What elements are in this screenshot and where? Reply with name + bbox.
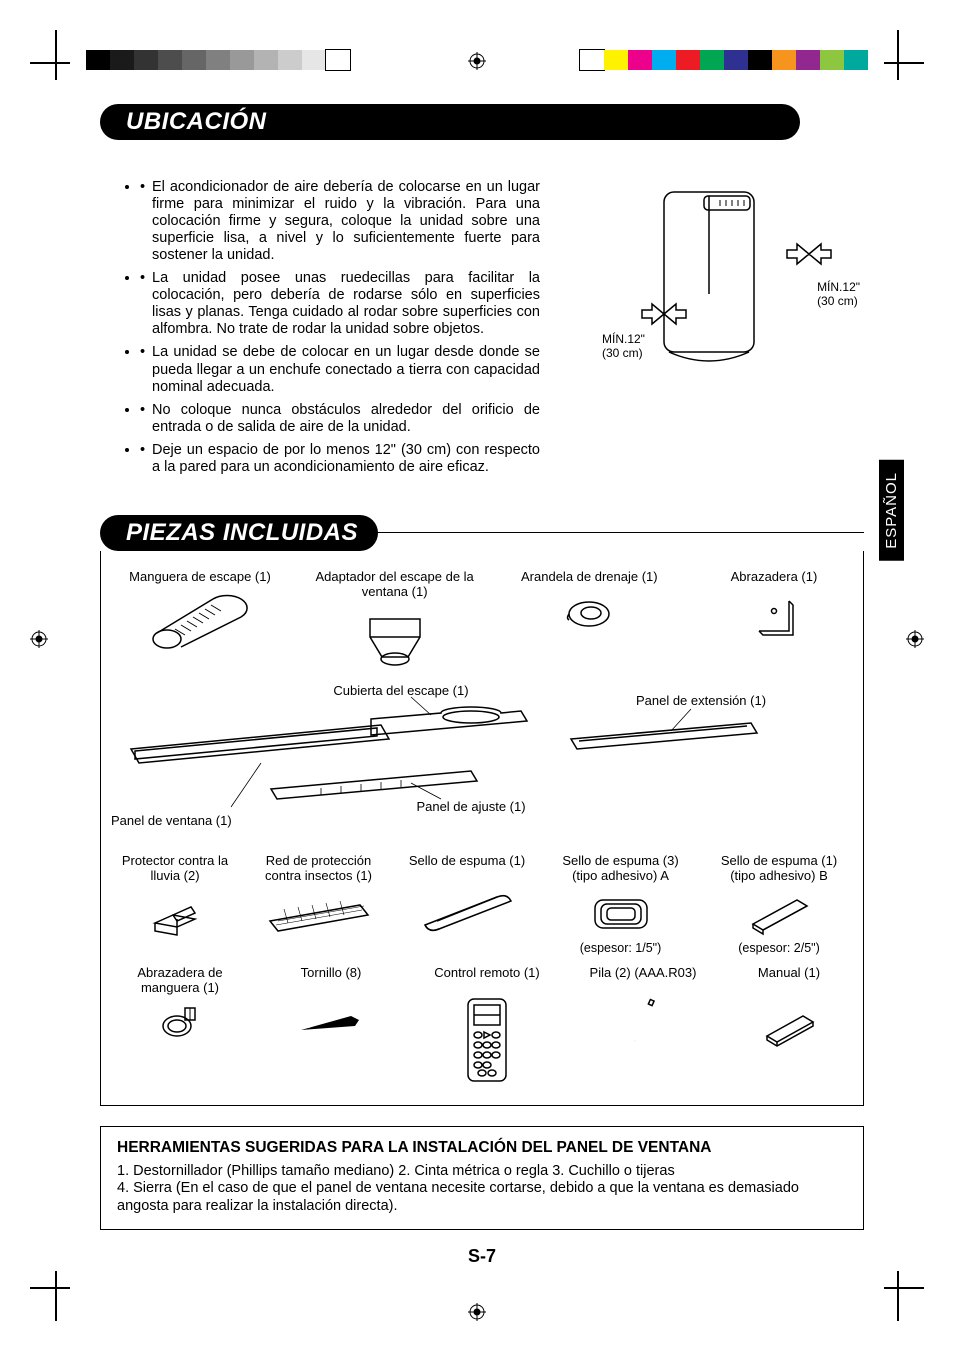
tools-heading: HERRAMIENTAS SUGERIDAS PARA LA INSTALACI…	[117, 1139, 847, 1157]
page-number: S-7	[100, 1246, 864, 1267]
part-foam3a-icon	[581, 885, 661, 941]
part-hoseclip-label: Abrazadera de manguera (1)	[115, 965, 245, 995]
part-battery-label: Pila (2) (AAA.R03)	[590, 965, 697, 995]
part-extension-panel-label: Panel de extensión (1)	[611, 693, 791, 708]
part-manual-label: Manual (1)	[758, 965, 820, 995]
part-battery-icon	[623, 995, 663, 1051]
registration-mark-right	[906, 630, 924, 648]
clearance-label-right: MÍN.12"(30 cm)	[817, 280, 860, 308]
part-adapter-label: Adaptador del escape de la ventana (1)	[310, 569, 480, 599]
part-hose-icon	[145, 584, 255, 664]
tools-box: HERRAMIENTAS SUGERIDAS PARA LA INSTALACI…	[100, 1126, 864, 1230]
part-rain-icon	[145, 885, 205, 941]
unit-clearance-figure: MÍN.12"(30 cm) MÍN.12"(30 cm)	[604, 174, 864, 497]
bullet-5: Deje un espacio de por lo menos 12" (30 …	[140, 442, 540, 476]
part-foam1-icon	[417, 885, 517, 941]
part-screw-icon	[291, 995, 371, 1051]
part-hoseclip-icon	[155, 995, 205, 1051]
bullet-1: El acondicionador de aire debería de col…	[140, 179, 540, 265]
part-bracket-icon	[749, 584, 799, 644]
part-washer-label: Arandela de drenaje (1)	[521, 569, 658, 584]
part-washer-icon	[564, 584, 614, 644]
section-piezas-header: PIEZAS INCLUIDAS	[100, 515, 378, 551]
part-manual-icon	[759, 995, 819, 1051]
registration-mark-bottom	[468, 1303, 486, 1321]
piezas-box: Manguera de escape (1) Adaptador del esc…	[100, 551, 864, 1106]
part-adapter-icon	[355, 599, 435, 679]
part-screw-label: Tornillo (8)	[301, 965, 362, 995]
part-foam1b-icon	[739, 885, 819, 941]
tools-line-2: 4. Sierra (En el caso de que el panel de…	[117, 1180, 847, 1215]
colorbar-left	[86, 50, 350, 70]
part-window-panel-label: Panel de ventana (1)	[111, 813, 281, 828]
part-foam1-label: Sello de espuma (1)	[409, 853, 525, 885]
part-remote-label: Control remoto (1)	[434, 965, 539, 995]
part-insect-label: Red de protección contra insectos (1)	[254, 853, 384, 885]
part-foam1b-label: Sello de espuma (1) (tipo adhesivo) B	[709, 853, 849, 885]
registration-mark-left	[30, 630, 48, 648]
bullet-3: La unidad se debe de colocar en un lugar…	[140, 344, 540, 395]
clearance-label-left: MÍN.12"(30 cm)	[602, 332, 645, 360]
part-remote-icon	[462, 995, 512, 1085]
language-tab: ESPAÑOL	[879, 460, 904, 561]
part-rain-label: Protector contra la lluvia (2)	[115, 853, 235, 885]
tools-line-1: 1. Destornillador (Phillips tamaño media…	[117, 1163, 847, 1180]
part-foam1b-sub: (espesor: 2/5")	[738, 941, 820, 955]
section-ubicacion-header: UBICACIÓN	[100, 104, 800, 140]
colorbar-right	[580, 50, 868, 70]
bullet-2: La unidad posee unas ruedecillas para fa…	[140, 270, 540, 338]
registration-mark-top	[468, 52, 486, 70]
part-insect-icon	[264, 885, 374, 941]
part-exhaust-cover-label: Cubierta del escape (1)	[311, 683, 491, 698]
part-adjust-panel-label: Panel de ajuste (1)	[391, 799, 551, 814]
part-bracket-label: Abrazadera (1)	[731, 569, 818, 584]
bullet-4: No coloque nunca obstáculos alrededor de…	[140, 402, 540, 436]
part-foam3a-label: Sello de espuma (3) (tipo adhesivo) A	[551, 853, 691, 885]
ubicacion-bullets: El acondicionador de aire debería de col…	[100, 179, 540, 483]
part-hose-label: Manguera de escape (1)	[129, 569, 271, 584]
part-foam3a-sub: (espesor: 1/5")	[580, 941, 662, 955]
